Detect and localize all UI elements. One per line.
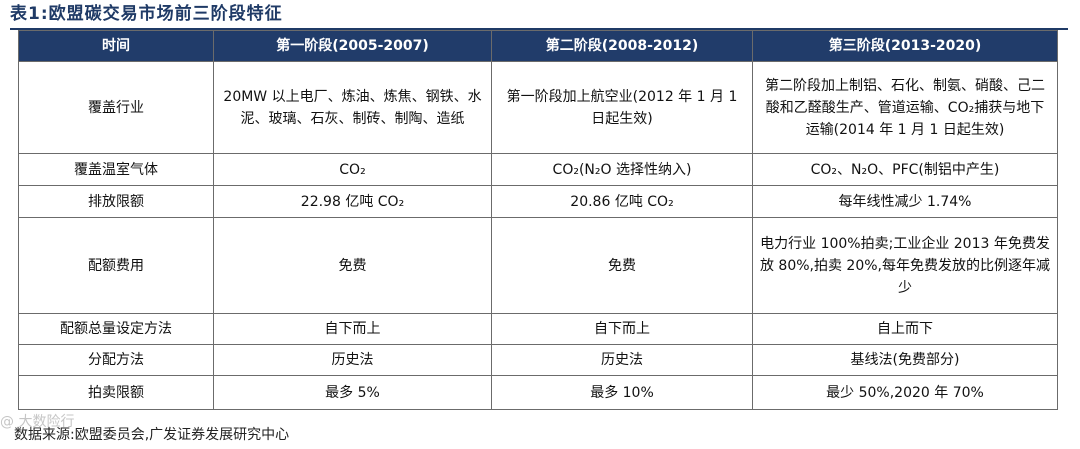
table-cell: 20MW 以上电厂、炼油、炼焦、钢铁、水泥、玻璃、石灰、制砖、制陶、造纸 bbox=[213, 61, 492, 154]
table-cell: 历史法 bbox=[491, 344, 753, 376]
row-label: 分配方法 bbox=[18, 344, 214, 376]
table-cell: 自下而上 bbox=[213, 313, 492, 345]
title-divider bbox=[10, 28, 1068, 30]
table-cell: 电力行业 100%拍卖;工业企业 2013 年免费发放 80%,拍卖 20%,每… bbox=[752, 217, 1058, 314]
table-cell: 免费 bbox=[491, 217, 753, 314]
table-cell: 20.86 亿吨 CO₂ bbox=[491, 185, 753, 218]
table-cell: 自下而上 bbox=[491, 313, 753, 345]
table-cell: 每年线性减少 1.74% bbox=[752, 185, 1058, 218]
table-cell: 第一阶段加上航空业(2012 年 1 月 1 日起生效) bbox=[491, 61, 753, 154]
header-phase-2: 第二阶段(2008-2012) bbox=[491, 30, 753, 62]
row-label: 覆盖温室气体 bbox=[18, 153, 214, 186]
table-row: 覆盖温室气体 CO₂ CO₂(N₂O 选择性纳入) CO₂、N₂O、PFC(制铝… bbox=[18, 153, 1058, 186]
row-label: 配额总量设定方法 bbox=[18, 313, 214, 345]
header-phase-3: 第三阶段(2013-2020) bbox=[752, 30, 1058, 62]
table-cell: 最少 50%,2020 年 70% bbox=[752, 375, 1058, 410]
eu-ets-phases-table: 时间 第一阶段(2005-2007) 第二阶段(2008-2012) 第三阶段(… bbox=[18, 30, 1058, 410]
table-cell: 免费 bbox=[213, 217, 492, 314]
table-title: 表1:欧盟碳交易市场前三阶段特征 bbox=[10, 4, 283, 24]
watermark: @ 大数险行 bbox=[0, 414, 75, 430]
table-row: 配额总量设定方法 自下而上 自下而上 自上而下 bbox=[18, 313, 1058, 345]
row-label: 拍卖限额 bbox=[18, 375, 214, 410]
table-cell: 最多 5% bbox=[213, 375, 492, 410]
table-cell: 历史法 bbox=[213, 344, 492, 376]
table-cell: CO₂(N₂O 选择性纳入) bbox=[491, 153, 753, 186]
data-source-note: 数据来源:欧盟委员会,广发证券发展研究中心 bbox=[14, 427, 290, 443]
table-cell: 最多 10% bbox=[491, 375, 753, 410]
table-row: 拍卖限额 最多 5% 最多 10% 最少 50%,2020 年 70% bbox=[18, 375, 1058, 410]
table-cell: 第二阶段加上制铝、石化、制氨、硝酸、己二酸和乙醛酸生产、管道运输、CO₂捕获与地… bbox=[752, 61, 1058, 154]
header-phase-1: 第一阶段(2005-2007) bbox=[213, 30, 492, 62]
table-row: 排放限额 22.98 亿吨 CO₂ 20.86 亿吨 CO₂ 每年线性减少 1.… bbox=[18, 185, 1058, 218]
table-cell: CO₂、N₂O、PFC(制铝中产生) bbox=[752, 153, 1058, 186]
table-row: 分配方法 历史法 历史法 基线法(免费部分) bbox=[18, 344, 1058, 376]
table-row: 配额费用 免费 免费 电力行业 100%拍卖;工业企业 2013 年免费发放 8… bbox=[18, 217, 1058, 314]
header-time: 时间 bbox=[18, 30, 214, 62]
table-cell: 基线法(免费部分) bbox=[752, 344, 1058, 376]
table-row: 覆盖行业 20MW 以上电厂、炼油、炼焦、钢铁、水泥、玻璃、石灰、制砖、制陶、造… bbox=[18, 61, 1058, 154]
row-label: 配额费用 bbox=[18, 217, 214, 314]
table-cell: 自上而下 bbox=[752, 313, 1058, 345]
row-label: 排放限额 bbox=[18, 185, 214, 218]
table-cell: CO₂ bbox=[213, 153, 492, 186]
row-label: 覆盖行业 bbox=[18, 61, 214, 154]
table-cell: 22.98 亿吨 CO₂ bbox=[213, 185, 492, 218]
table-header-row: 时间 第一阶段(2005-2007) 第二阶段(2008-2012) 第三阶段(… bbox=[18, 30, 1058, 62]
